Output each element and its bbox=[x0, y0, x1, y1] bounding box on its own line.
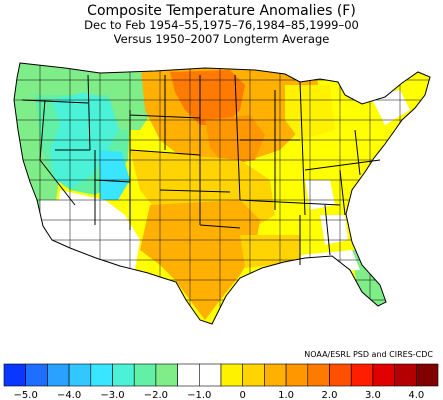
legend-swatch bbox=[177, 363, 200, 387]
title: Composite Temperature Anomalies (F) bbox=[87, 3, 356, 19]
legend-swatch bbox=[90, 363, 113, 387]
legend-swatch bbox=[264, 363, 287, 387]
credit-note: NOAA/ESRL PSD and CIRES-CDC bbox=[304, 350, 433, 359]
legend-swatch bbox=[112, 363, 135, 387]
legend-swatch bbox=[220, 363, 244, 387]
legend-swatch bbox=[307, 363, 330, 387]
region-dakotas bbox=[170, 70, 245, 125]
legend-swatch bbox=[25, 363, 48, 387]
legend-swatch bbox=[394, 363, 417, 387]
legend-swatch bbox=[285, 363, 309, 387]
anomaly-map bbox=[13, 62, 431, 325]
state-borders bbox=[13, 62, 431, 325]
legend-tick-label: 2.0 bbox=[322, 390, 338, 400]
legend-tick-label: 1.0 bbox=[278, 390, 294, 400]
legend-tick-label: −2.0 bbox=[144, 390, 168, 400]
subtitle: Dec to Feb 1954–55,1975–76,1984–85,1999–… bbox=[84, 18, 359, 32]
legend-tick-label: 3.0 bbox=[365, 390, 381, 400]
conus-outline bbox=[13, 62, 431, 325]
legend-tick-label: −3.0 bbox=[100, 390, 124, 400]
color-legend: −5.0−4.0−3.0−2.0−1.001.02.03.04.05.0 bbox=[3, 363, 439, 400]
legend-tick-label: −5.0 bbox=[14, 390, 38, 400]
legend-swatch bbox=[133, 363, 157, 387]
region-colorado-plateau bbox=[100, 150, 130, 200]
legend-swatch bbox=[199, 363, 222, 387]
legend-labels: −5.0−4.0−3.0−2.0−1.001.02.03.04.05.0 bbox=[14, 390, 425, 400]
region-southeast-pale-1 bbox=[305, 180, 335, 210]
legend-tick-label: 0 bbox=[240, 390, 246, 400]
legend-tick-label: −1.0 bbox=[187, 390, 211, 400]
legend-swatch bbox=[329, 363, 352, 387]
legend-swatch bbox=[47, 363, 70, 387]
baseline-note: Versus 1950–2007 Longterm Average bbox=[113, 32, 330, 46]
legend-swatch bbox=[3, 363, 27, 387]
legend-swatch bbox=[415, 363, 439, 387]
legend-swatch bbox=[350, 363, 374, 387]
legend-swatch bbox=[155, 363, 178, 387]
legend-tick-label: 4.0 bbox=[408, 390, 424, 400]
legend-swatches bbox=[3, 363, 439, 387]
legend-swatch bbox=[68, 363, 92, 387]
legend-swatch bbox=[372, 363, 395, 387]
legend-swatch bbox=[242, 363, 265, 387]
legend-tick-label: −4.0 bbox=[57, 390, 81, 400]
